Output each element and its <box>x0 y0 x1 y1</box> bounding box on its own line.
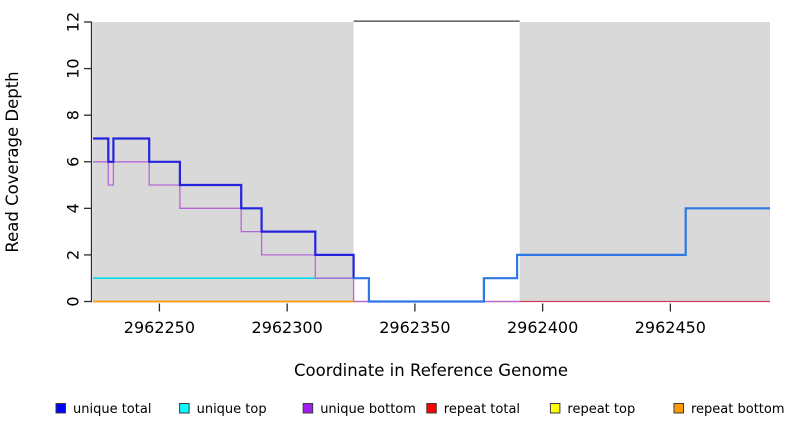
y-tick-label: 8 <box>64 110 83 120</box>
legend-swatch-unique-top <box>179 403 190 414</box>
legend-swatch-unique-total <box>55 403 66 414</box>
legend-swatch-repeat-top <box>549 403 561 414</box>
y-tick-label: 4 <box>64 203 83 213</box>
x-tick-label: 2962400 <box>507 318 578 337</box>
x-tick-label: 2962450 <box>635 318 706 337</box>
legend-label: unique top <box>197 402 267 417</box>
series-line-unique-total-over-unique-top- <box>353 207 770 303</box>
legend-label: repeat bottom <box>691 402 785 417</box>
legend: unique total unique top unique bottom repea… <box>55 402 785 417</box>
y-axis-label: Read Coverage Depth <box>3 71 22 252</box>
y-tick-label: 6 <box>64 157 83 167</box>
y-tick-label: 2 <box>64 250 83 260</box>
legend-swatch-repeat-bottom <box>673 403 684 414</box>
series-line-unique-bottom <box>93 161 520 303</box>
unique-region-right <box>519 22 770 302</box>
legend-swatch-repeat-total <box>426 403 437 414</box>
axes: 0 2 4 6 8 10 12 2962250 2962300 2962350 2962400 296… <box>64 12 706 337</box>
x-tick-label: 2962300 <box>252 318 323 337</box>
x-axis-label: Coordinate in Reference Genome <box>294 361 568 380</box>
legend-label: repeat total <box>444 402 520 417</box>
legend-label: unique bottom <box>320 402 416 417</box>
plot-series <box>93 137 770 303</box>
x-tick-label: 2962250 <box>124 318 195 337</box>
series-line-unique-total <box>93 137 355 279</box>
x-tick-label: 2962350 <box>379 318 450 337</box>
y-tick-label: 0 <box>64 296 83 306</box>
legend-label: repeat top <box>567 402 635 417</box>
legend-label: unique total <box>73 402 151 417</box>
y-tick-label: 12 <box>64 12 83 32</box>
y-tick-label: 10 <box>64 58 83 78</box>
legend-swatch-unique-bottom <box>302 403 314 414</box>
shaded-unique-regions <box>93 22 770 302</box>
